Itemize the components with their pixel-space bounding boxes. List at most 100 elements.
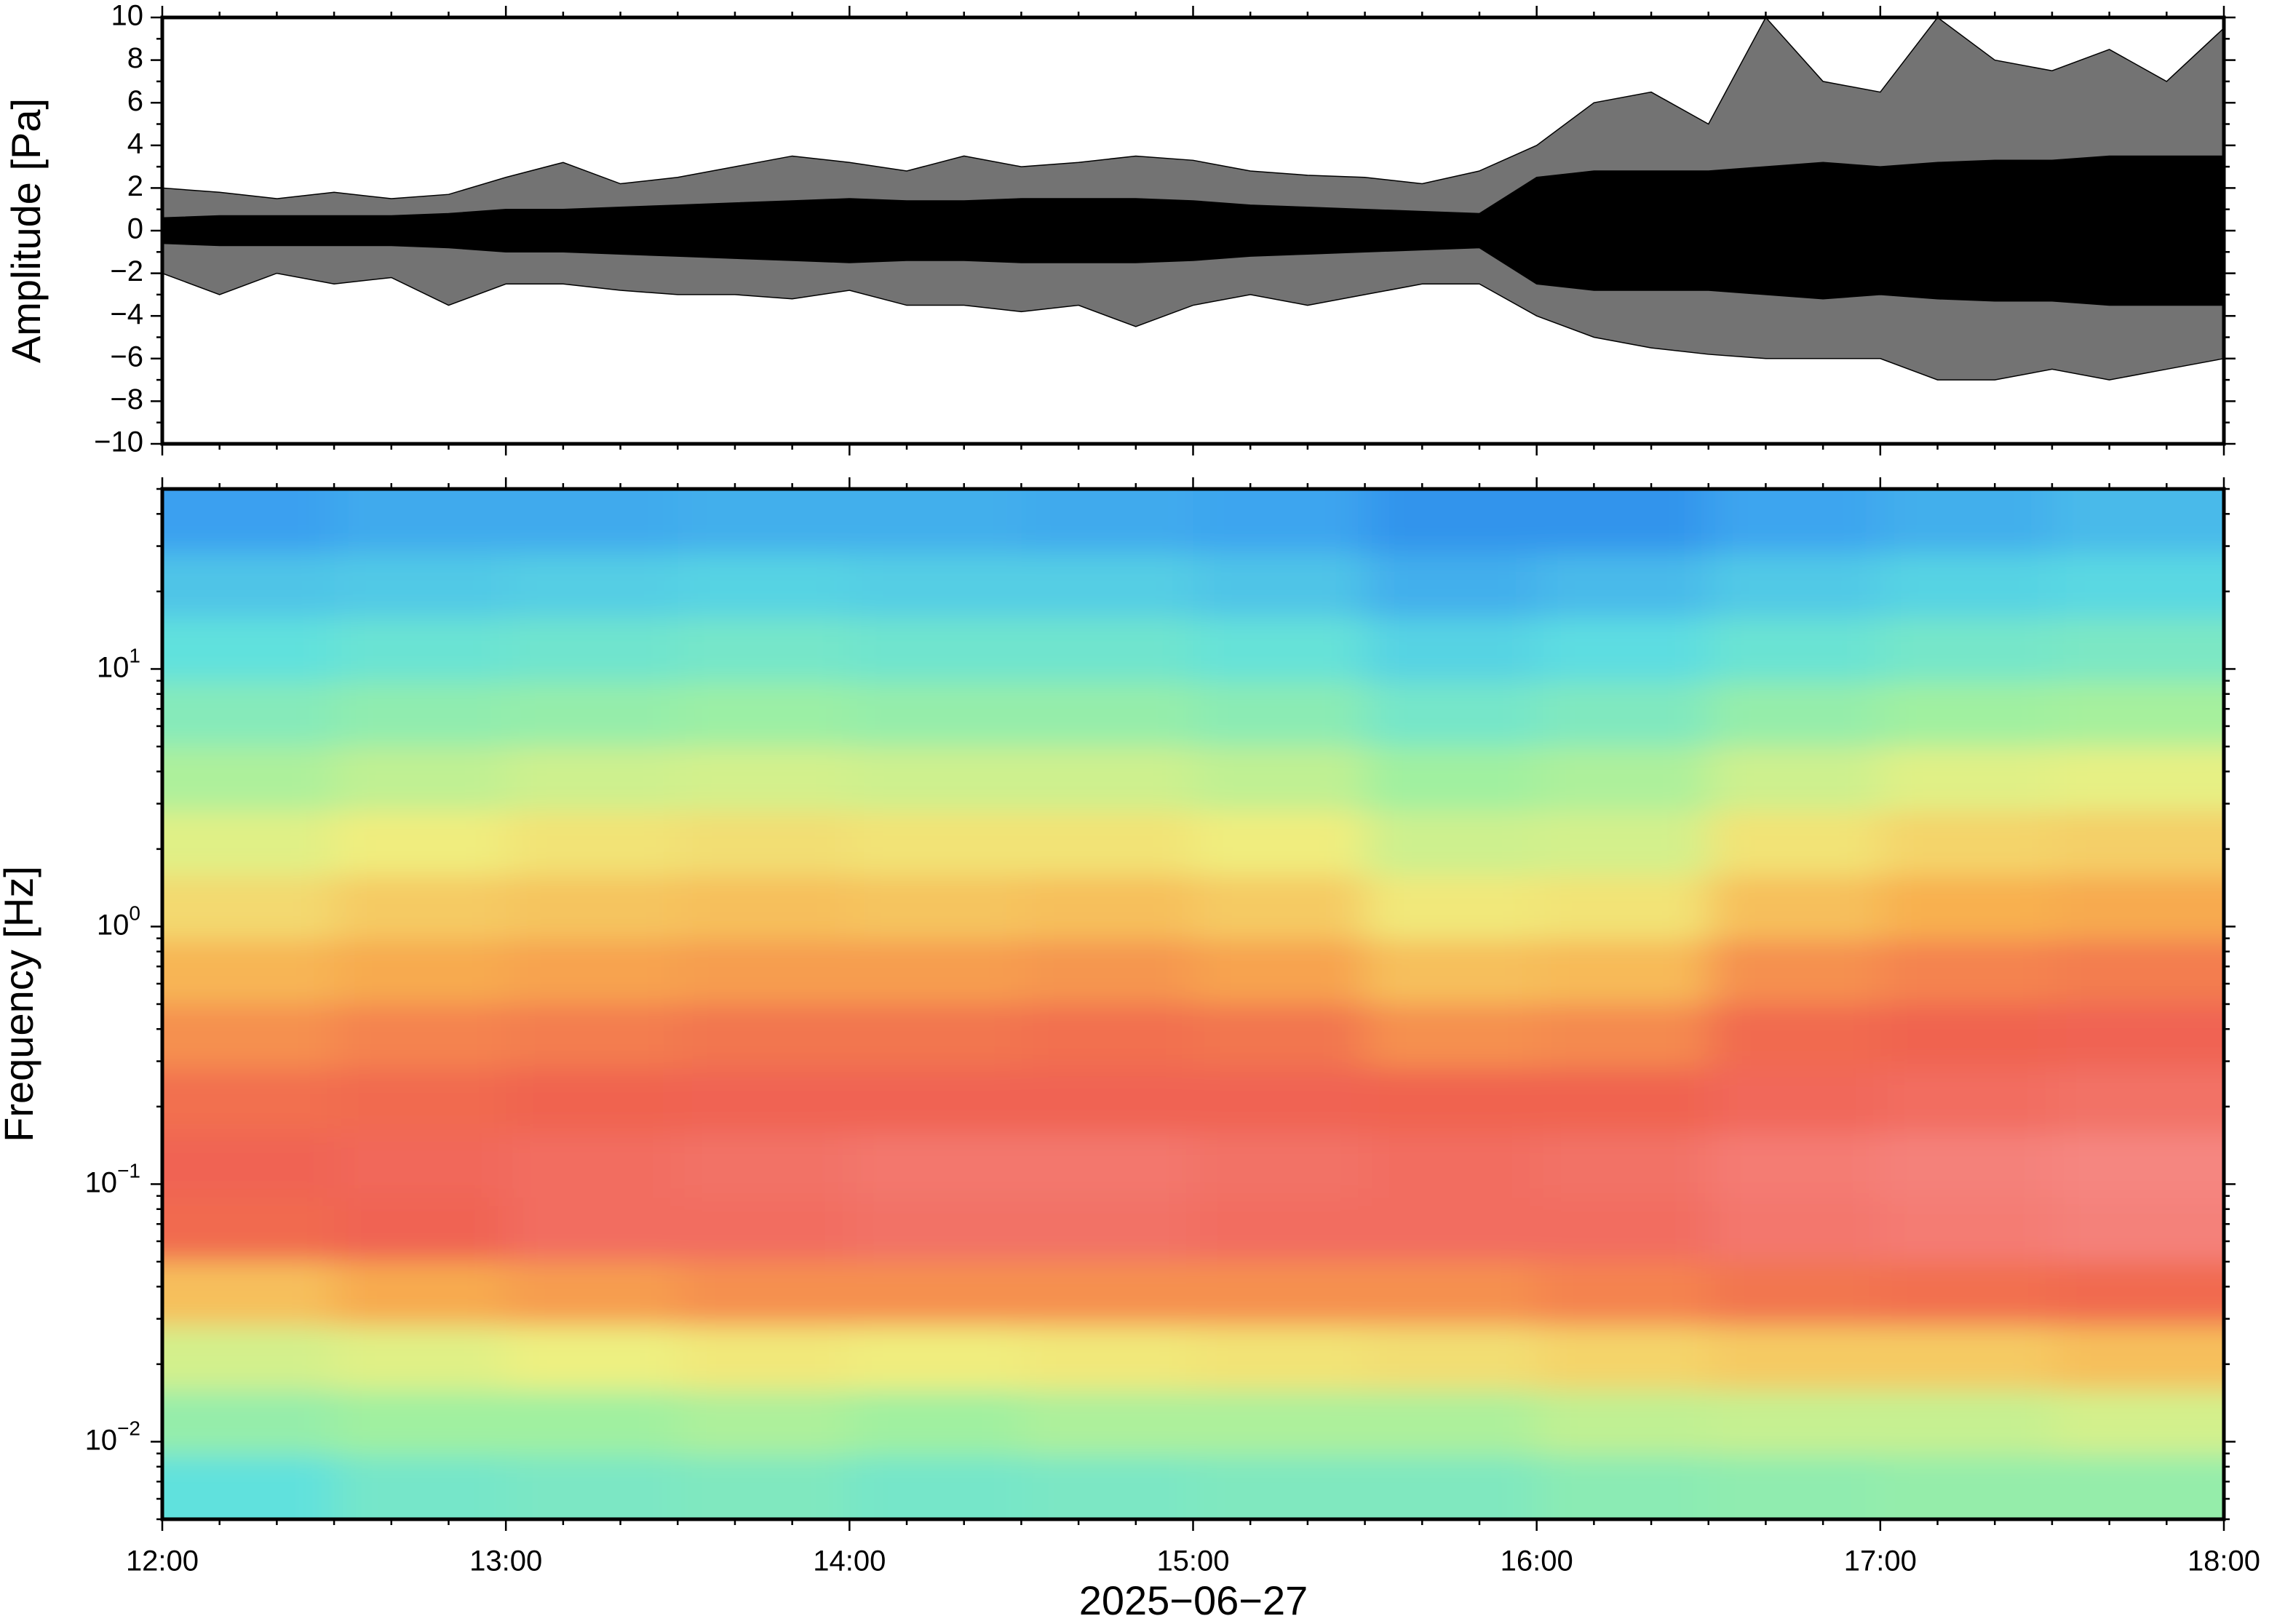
spectrogram-cell <box>162 682 335 747</box>
spectrogram-cell <box>506 939 679 1005</box>
spectrogram-cell <box>1364 1454 1538 1519</box>
spectrogram-cell <box>334 1390 507 1456</box>
spectrogram-cell <box>162 811 335 876</box>
spectrogram-cell <box>1364 811 1538 876</box>
y-tick-label: 10 <box>111 0 144 32</box>
spectrogram-cell <box>1708 1133 1881 1198</box>
spectrogram-cell <box>849 682 1022 747</box>
spectrogram-cell <box>1708 1068 1881 1134</box>
spectrogram-cell <box>334 875 507 941</box>
spectrogram-cell <box>334 1326 507 1391</box>
y-tick-label: 0 <box>127 213 143 245</box>
spectrogram-cell <box>334 1133 507 1198</box>
spectrogram-cell <box>1708 939 1881 1005</box>
spectrogram-cell <box>1880 1004 2053 1070</box>
spectrogram-cell <box>849 811 1022 876</box>
spectrogram-cell <box>1708 1197 1881 1262</box>
spectrogram-cell <box>849 747 1022 812</box>
y-tick-exponent: 0 <box>129 902 140 925</box>
spectrogram-cell <box>162 747 335 812</box>
spectrogram-cell <box>2051 1004 2224 1070</box>
spectrogram-cell <box>1364 682 1538 747</box>
spectrogram-cell <box>1021 489 1194 554</box>
spectrogram-cell <box>677 875 851 941</box>
spectrogram-cell <box>1708 1262 1881 1327</box>
spectrogram-layer <box>162 489 2224 1519</box>
spectrogram-cell <box>2051 1197 2224 1262</box>
spectrogram-cell <box>1193 1262 1366 1327</box>
spectrogram-cell <box>506 1068 679 1134</box>
spectrogram-cell <box>334 1004 507 1070</box>
x-tick-label: 15:00 <box>1156 1545 1229 1577</box>
spectrogram-cell <box>1021 875 1194 941</box>
spectrogram-cell <box>1536 939 1709 1005</box>
spectrogram-cell <box>1021 553 1194 618</box>
spectrogram-cell <box>849 1454 1022 1519</box>
spectrogram-cell <box>1193 811 1366 876</box>
spectrogram-cell <box>1536 553 1709 618</box>
spectrogram-cell <box>1021 1454 1194 1519</box>
spectrogram-cell <box>1708 875 1881 941</box>
y-tick-label: 8 <box>127 42 143 74</box>
spectrogram-cell <box>677 1390 851 1456</box>
spectrogram-cell <box>849 1326 1022 1391</box>
spectrogram-cell <box>1193 1326 1366 1391</box>
spectrogram-cell <box>1021 939 1194 1005</box>
spectrogram-cell <box>2051 811 2224 876</box>
spectrogram-cell <box>2051 875 2224 941</box>
spectrogram-cell <box>849 939 1022 1005</box>
spectrogram-cell <box>1880 747 2053 812</box>
spectrogram-cell <box>2051 618 2224 683</box>
spectrogram-cell <box>2051 1390 2224 1456</box>
spectrogram-cell <box>1021 1326 1194 1391</box>
spectrogram-cell <box>1021 747 1194 812</box>
spectrogram-cell <box>506 489 679 554</box>
spectrogram-cell <box>1193 1197 1366 1262</box>
spectrogram-cell <box>506 1133 679 1198</box>
spectrogram-cell <box>506 1454 679 1519</box>
y-tick-exponent: −2 <box>117 1417 140 1440</box>
spectrogram-cell <box>1880 682 2053 747</box>
spectrogram-cell <box>1021 1004 1194 1070</box>
spectrogram-cell <box>1364 1197 1538 1262</box>
spectrogram-cell <box>849 1068 1022 1134</box>
spectrogram-cell <box>677 811 851 876</box>
spectrogram-cell <box>162 489 335 554</box>
spectrogram-cell <box>2051 939 2224 1005</box>
y-tick-label: −6 <box>110 341 143 373</box>
spectrogram-cell <box>334 939 507 1005</box>
spectrogram-cell <box>1880 811 2053 876</box>
y-tick-label: 2 <box>127 170 143 202</box>
spectrogram-cell <box>1364 618 1538 683</box>
spectrogram-cell <box>1880 1133 2053 1198</box>
spectrogram-cell <box>1708 1454 1881 1519</box>
spectrogram-cell <box>506 1262 679 1327</box>
spectrogram-cell <box>334 1454 507 1519</box>
y-tick-label: −4 <box>110 298 143 330</box>
spectrogram-cell <box>162 1068 335 1134</box>
spectrogram-cell <box>1193 939 1366 1005</box>
spectrogram-cell <box>1880 939 2053 1005</box>
spectrogram-cell <box>1708 489 1881 554</box>
spectrogram-cell <box>506 1326 679 1391</box>
spectrogram-cell <box>849 875 1022 941</box>
spectrogram-cell <box>506 618 679 683</box>
spectrogram-cell <box>162 1454 335 1519</box>
spectrogram-cell <box>677 1197 851 1262</box>
spectrogram-cell <box>1536 875 1709 941</box>
spectrogram-cell <box>849 1197 1022 1262</box>
spectrogram-cell <box>1880 875 2053 941</box>
spectrogram-cell <box>1364 1326 1538 1391</box>
spectrogram-cell <box>677 1326 851 1391</box>
spectrogram-cell <box>1364 1068 1538 1134</box>
spectrogram-cell <box>2051 1262 2224 1327</box>
y-axis-label: Amplitude [Pa] <box>3 98 49 363</box>
spectrogram-cell <box>849 489 1022 554</box>
spectrogram-cell <box>506 682 679 747</box>
y-tick-label: 10−1 <box>85 1160 140 1198</box>
spectrogram-cell <box>162 1390 335 1456</box>
spectrogram-cell <box>677 1133 851 1198</box>
spectrogram-cell <box>1193 682 1366 747</box>
y-tick-label: −10 <box>94 426 143 458</box>
